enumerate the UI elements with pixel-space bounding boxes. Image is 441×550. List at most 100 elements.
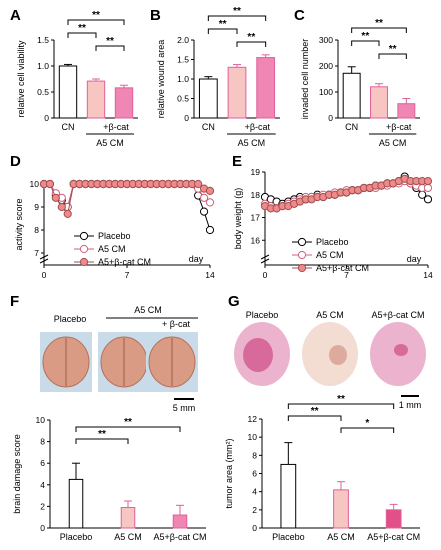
- y-tick-label: 17: [251, 213, 261, 223]
- legend-marker: [79, 257, 89, 267]
- brain-photos: Placebo A5 CM+ β-cat 5 mm: [40, 305, 198, 413]
- chart-f: 0 2 4 6 8 10 brain damage score Placebo A5 CM A5+…: [12, 415, 206, 542]
- y-axis-title: brain damage score: [12, 434, 22, 514]
- y-tick-label: 0.5: [177, 94, 189, 104]
- x-axis-title: day: [407, 254, 422, 264]
- tumor-region: [329, 345, 347, 365]
- significance-label: **: [219, 19, 227, 30]
- significance-label: **: [106, 36, 114, 47]
- x-axis-title: day: [189, 254, 204, 264]
- chart-g: 0 2 4 6 8 10 12 tumor area (mm²) Placebo A5 CM A5+…: [224, 394, 420, 542]
- chart-c: 0 100 200 300 invaded cell number CN ** ** ** +β-…: [300, 18, 420, 148]
- y-tick-label: 10: [30, 179, 40, 189]
- y-tick-label: 12: [248, 414, 258, 424]
- bar: [120, 506, 136, 529]
- x-tick-label: A5 CM: [327, 532, 355, 542]
- bar: [114, 87, 134, 119]
- bar: [342, 72, 361, 119]
- significance-label: *: [365, 418, 369, 429]
- panel-label-a: A: [10, 7, 21, 24]
- photo-label-bcat: + β-cat: [162, 319, 190, 329]
- y-tick-label: 1.0: [37, 61, 49, 71]
- significance-bracket: [351, 27, 407, 33]
- y-tick-label: 6: [40, 458, 45, 468]
- bar: [256, 57, 276, 119]
- y-tick-label: 0: [328, 113, 333, 123]
- significance-label: **: [78, 23, 86, 34]
- legend-label: A5+β-cat CM: [98, 257, 151, 267]
- panel-label-e: E: [232, 153, 242, 170]
- x-tick-label: 0: [42, 270, 47, 280]
- y-tick-label: 8: [252, 450, 257, 460]
- y-tick-label: 0.5: [37, 87, 49, 97]
- x-tick-label: CN: [202, 122, 215, 132]
- series-point: [205, 225, 215, 235]
- x-tick-label: Placebo: [272, 532, 305, 542]
- series-point: [199, 193, 209, 202]
- bar: [68, 478, 84, 529]
- y-tick-label: 18: [251, 190, 261, 200]
- legend-marker: [297, 250, 307, 260]
- series-point: [194, 179, 203, 189]
- bar: [58, 65, 78, 119]
- y-axis-title: tumor area (mm²): [224, 438, 234, 508]
- legend-label: Placebo: [316, 237, 349, 247]
- significance-bracket: [95, 45, 125, 51]
- x-tick-label: 7: [344, 270, 349, 280]
- legend-label: A5+β-cat CM: [316, 263, 369, 273]
- axis-break: [39, 254, 49, 260]
- panel-label-g: G: [228, 293, 240, 310]
- series-point: [423, 177, 433, 186]
- group-label: A5 CM: [96, 138, 124, 148]
- bar: [333, 489, 349, 529]
- series-point: [45, 179, 55, 189]
- y-tick-label: 8: [40, 437, 45, 447]
- legend-marker: [79, 244, 89, 254]
- legend-marker: [297, 263, 307, 273]
- x-tick-label: A5+β-cat CM: [367, 532, 420, 542]
- scale-label: 1 mm: [399, 400, 422, 410]
- y-tick-label: 2: [252, 505, 257, 515]
- significance-label: **: [389, 44, 397, 55]
- bar: [227, 66, 247, 119]
- y-tick-label: 10: [248, 432, 258, 442]
- x-tick-label: CN: [345, 122, 358, 132]
- significance-bracket: [351, 40, 380, 46]
- significance-label: **: [124, 417, 132, 428]
- significance-bracket: [75, 426, 181, 432]
- y-tick-label: 10: [36, 415, 46, 425]
- y-axis-title: relative wound area: [156, 40, 166, 119]
- series-point: [423, 183, 433, 193]
- y-tick-label: 0: [40, 523, 45, 533]
- axis-break: [260, 254, 270, 260]
- y-tick-label: 2: [40, 501, 45, 511]
- y-tick-label: 7: [34, 248, 39, 258]
- panel-label-f: F: [10, 293, 19, 310]
- significance-bracket: [75, 438, 129, 444]
- series-point: [199, 207, 209, 216]
- group-sub-label: +β-cat: [103, 122, 129, 132]
- y-tick-label: 2.0: [177, 35, 189, 45]
- photo-label-bcat: A5+β-cat CM: [372, 310, 425, 320]
- panel-label-d: D: [10, 153, 21, 170]
- y-tick-label: 8: [34, 225, 39, 235]
- significance-bracket: [207, 15, 267, 21]
- series-point: [51, 193, 60, 202]
- y-tick-label: 300: [319, 35, 333, 45]
- significance-bracket: [236, 41, 267, 47]
- y-axis-title: relative cell viability: [16, 40, 26, 118]
- x-tick-label: A5+β-cat CM: [154, 532, 207, 542]
- y-tick-label: 0: [252, 523, 257, 533]
- significance-label: **: [375, 18, 383, 29]
- legend-label: A5 CM: [316, 250, 344, 260]
- significance-bracket: [207, 28, 238, 34]
- chart-b: 0 0.5 1.0 1.5 2.0 relative wound area CN ** ** **…: [156, 6, 280, 148]
- chart-e: 16 17 18 19 0 7 14 body weight (g) day Placebo A5 …: [233, 167, 433, 280]
- significance-label: **: [311, 406, 319, 417]
- y-tick-label: 0: [184, 113, 189, 123]
- bar: [86, 80, 106, 119]
- legend-label: A5 CM: [98, 244, 126, 254]
- y-axis-title: activity score: [14, 198, 24, 250]
- x-tick-label: 14: [205, 270, 215, 280]
